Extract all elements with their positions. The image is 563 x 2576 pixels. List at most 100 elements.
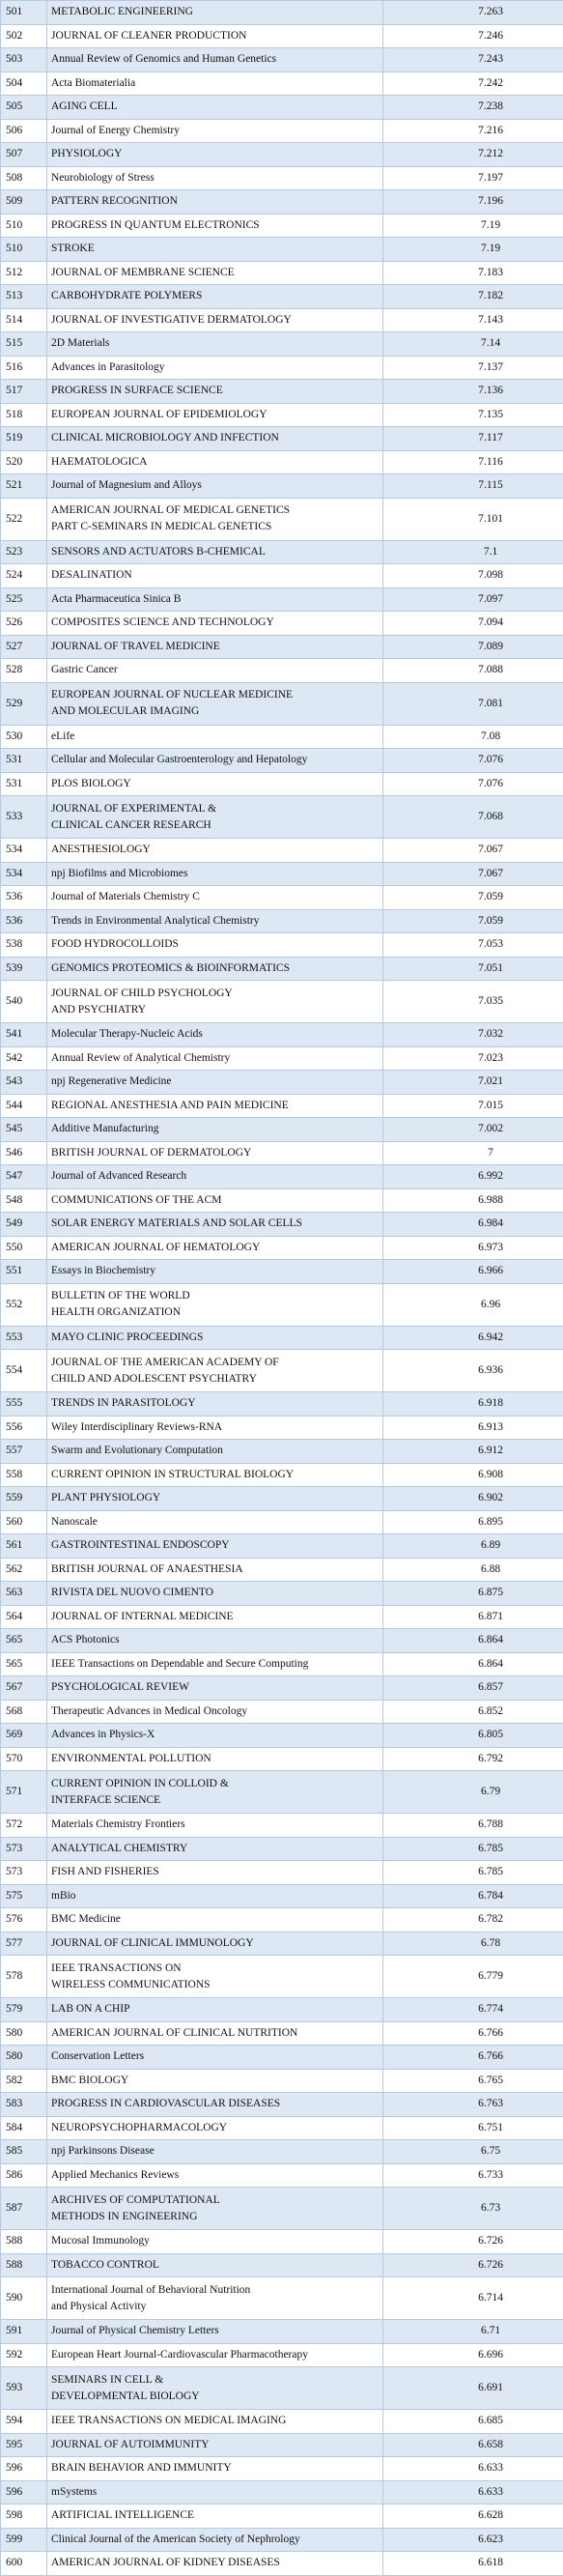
journal-name-cell: CARBOHYDRATE POLYMERS — [47, 285, 383, 309]
journal-name-cell: BRITISH JOURNAL OF ANAESTHESIA — [47, 1558, 383, 1582]
impact-factor-cell: 6.966 — [383, 1260, 563, 1284]
journal-name-cell: BULLETIN OF THE WORLD HEALTH ORGANIZATIO… — [47, 1283, 383, 1326]
journal-name-cell: ANESTHESIOLOGY — [47, 839, 383, 863]
rank-cell: 514 — [1, 308, 47, 332]
journal-name-cell: Additive Manufacturing — [47, 1118, 383, 1142]
impact-factor-cell: 6.857 — [383, 1676, 563, 1701]
rank-cell: 550 — [1, 1236, 47, 1260]
rank-cell: 592 — [1, 2343, 47, 2367]
rank-cell: 590 — [1, 2277, 47, 2320]
rank-cell: 545 — [1, 1118, 47, 1142]
journal-name-cell: PROGRESS IN CARDIOVASCULAR DISEASES — [47, 2093, 383, 2117]
impact-factor-cell: 6.78 — [383, 1932, 563, 1956]
journal-name-cell: ACS Photonics — [47, 1629, 383, 1653]
rank-cell: 585 — [1, 2140, 47, 2164]
rank-cell: 525 — [1, 587, 47, 612]
impact-factor-cell: 6.623 — [383, 2528, 563, 2552]
impact-factor-cell: 7.067 — [383, 862, 563, 886]
journal-name-cell: PATTERN RECOGNITION — [47, 190, 383, 215]
rank-cell: 559 — [1, 1487, 47, 1511]
rank-cell: 506 — [1, 119, 47, 143]
rank-cell: 593 — [1, 2367, 47, 2410]
impact-factor-cell: 7.101 — [383, 498, 563, 540]
journal-name-cell: SOLAR ENERGY MATERIALS AND SOLAR CELLS — [47, 1213, 383, 1237]
impact-factor-cell: 6.714 — [383, 2277, 563, 2320]
rank-cell: 528 — [1, 659, 47, 683]
rank-cell: 595 — [1, 2433, 47, 2457]
impact-factor-cell: 6.782 — [383, 1908, 563, 1932]
journal-name-cell: AMERICAN JOURNAL OF MEDICAL GENETICS PAR… — [47, 498, 383, 540]
journal-name-cell: Advances in Physics-X — [47, 1724, 383, 1748]
rank-cell: 515 — [1, 332, 47, 357]
journal-name-cell: npj Parkinsons Disease — [47, 2140, 383, 2164]
rank-cell: 513 — [1, 285, 47, 309]
journal-name-cell: ANALYTICAL CHEMISTRY — [47, 1837, 383, 1861]
rank-cell: 539 — [1, 957, 47, 981]
rank-cell: 554 — [1, 1350, 47, 1392]
impact-factor-cell: 6.913 — [383, 1416, 563, 1440]
journal-name-cell: CURRENT OPINION IN STRUCTURAL BIOLOGY — [47, 1463, 383, 1487]
journal-name-cell: EUROPEAN JOURNAL OF EPIDEMIOLOGY — [47, 403, 383, 427]
journal-name-cell: JOURNAL OF INVESTIGATIVE DERMATOLOGY — [47, 308, 383, 332]
rank-cell: 596 — [1, 2457, 47, 2481]
journal-name-cell: MAYO CLINIC PROCEEDINGS — [47, 1326, 383, 1350]
impact-factor-cell: 6.691 — [383, 2367, 563, 2410]
journal-name-cell: Applied Mechanics Reviews — [47, 2163, 383, 2188]
impact-factor-cell: 6.75 — [383, 2140, 563, 2164]
impact-factor-cell: 7.182 — [383, 285, 563, 309]
rank-cell: 534 — [1, 862, 47, 886]
rank-cell: 575 — [1, 1884, 47, 1908]
rank-cell: 588 — [1, 2230, 47, 2254]
rank-cell: 562 — [1, 1558, 47, 1582]
rank-cell: 586 — [1, 2163, 47, 2188]
journal-name-cell: Journal of Magnesium and Alloys — [47, 474, 383, 499]
rank-cell: 571 — [1, 1771, 47, 1814]
impact-factor-cell: 7.1 — [383, 540, 563, 564]
impact-factor-cell: 6.908 — [383, 1463, 563, 1487]
impact-factor-cell: 6.895 — [383, 1510, 563, 1534]
journal-name-cell: CLINICAL MICROBIOLOGY AND INFECTION — [47, 427, 383, 451]
rank-cell: 556 — [1, 1416, 47, 1440]
rank-cell: 518 — [1, 403, 47, 427]
journal-name-cell: Journal of Advanced Research — [47, 1165, 383, 1189]
impact-factor-cell: 6.871 — [383, 1605, 563, 1629]
rank-cell: 560 — [1, 1510, 47, 1534]
rank-cell: 548 — [1, 1188, 47, 1213]
rank-cell: 572 — [1, 1814, 47, 1838]
rank-cell: 510 — [1, 214, 47, 238]
journal-name-cell: BRITISH JOURNAL OF DERMATOLOGY — [47, 1141, 383, 1165]
rank-cell: 509 — [1, 190, 47, 215]
journal-name-cell: Cellular and Molecular Gastroenterology … — [47, 749, 383, 773]
rank-cell: 583 — [1, 2093, 47, 2117]
journal-name-cell: CURRENT OPINION IN COLLOID & INTERFACE S… — [47, 1771, 383, 1814]
rank-cell: 599 — [1, 2528, 47, 2552]
journal-name-cell: 2D Materials — [47, 332, 383, 357]
impact-factor-cell: 6.633 — [383, 2457, 563, 2481]
rank-cell: 569 — [1, 1724, 47, 1748]
